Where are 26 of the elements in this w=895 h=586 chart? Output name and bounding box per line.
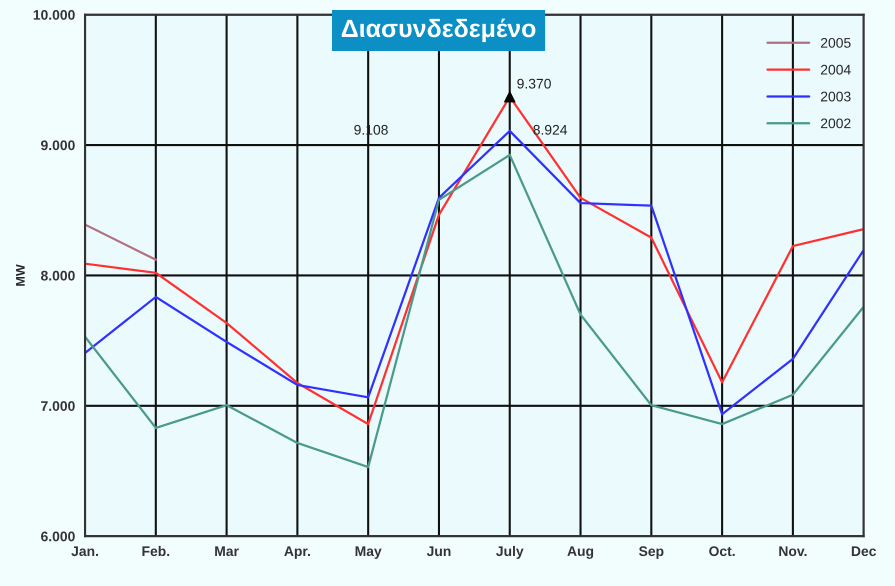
x-tick-label: Nov. bbox=[779, 546, 806, 556]
x-tick-label: Mar bbox=[215, 546, 239, 556]
x-tick-label: Oct. bbox=[709, 546, 735, 556]
x-tick-label: May bbox=[356, 546, 382, 559]
chart-title: Διασυνδεδεμένο bbox=[342, 18, 536, 42]
y-tick-label: 8.000 bbox=[40, 270, 75, 281]
y-axis-title: MW bbox=[16, 264, 25, 286]
x-tick-label: Dec bbox=[852, 546, 876, 556]
y-tick-label: 7.000 bbox=[41, 401, 75, 411]
x-tick-label: Jan. bbox=[71, 546, 98, 556]
y-tick-label: 6.000 bbox=[41, 532, 75, 542]
x-tick-label: Feb. bbox=[142, 546, 170, 556]
legend-label: 2003 bbox=[820, 92, 851, 102]
x-tick-label: July bbox=[496, 546, 524, 559]
annotation: 8.924 bbox=[533, 124, 568, 135]
legend-label: 2004 bbox=[820, 64, 851, 75]
legend-label: 2005 bbox=[820, 38, 851, 48]
y-tick-label: 9.000 bbox=[41, 140, 75, 150]
x-tick-label: Sep bbox=[638, 546, 664, 559]
annotation: 9.370 bbox=[517, 78, 551, 89]
y-tick-label: 10.000 bbox=[34, 10, 75, 20]
legend-label: 2002 bbox=[820, 118, 850, 128]
x-tick-label: Jun bbox=[426, 546, 450, 556]
x-tick-label: Aug bbox=[567, 546, 594, 559]
x-tick-label: Apr. bbox=[284, 546, 310, 559]
line-series bbox=[85, 154, 864, 468]
